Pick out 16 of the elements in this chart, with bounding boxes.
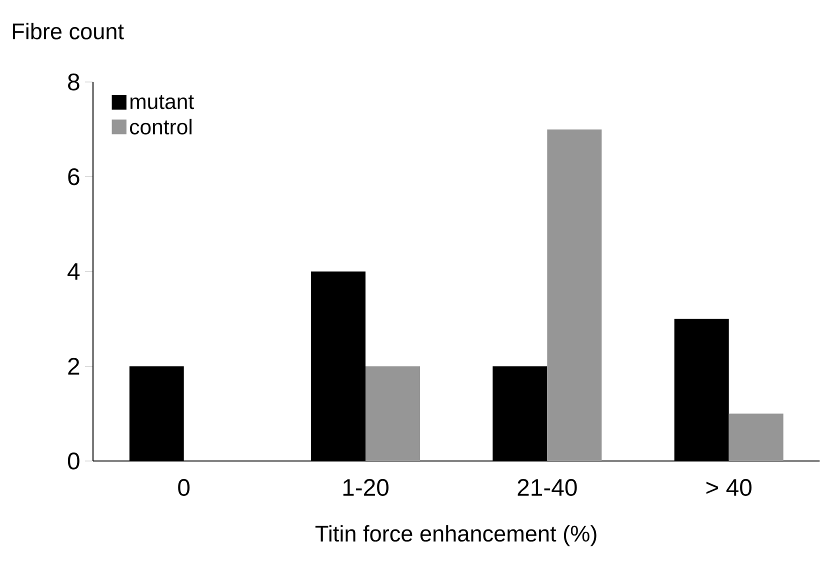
- bar: [728, 414, 784, 461]
- y-axis-title: Fibre count: [12, 22, 124, 40]
- x-tick-label: > 40: [706, 479, 752, 496]
- bar: [366, 366, 420, 461]
- y-tick-label: 4: [68, 263, 80, 280]
- bar: [547, 129, 602, 461]
- x-tick-label: 1-20: [343, 479, 389, 496]
- y-tick-label: 2: [68, 358, 80, 375]
- legend-label: control: [130, 118, 192, 134]
- x-tick-label: 0: [178, 479, 190, 496]
- y-tick-label: 0: [68, 452, 80, 470]
- legend-label: mutant: [130, 95, 194, 110]
- y-tick-label: 8: [68, 74, 80, 90]
- x-axis-title: Titin force enhancement (%): [315, 525, 596, 546]
- y-tick-label: 6: [68, 168, 80, 186]
- x-tick-label: 21-40: [518, 479, 577, 496]
